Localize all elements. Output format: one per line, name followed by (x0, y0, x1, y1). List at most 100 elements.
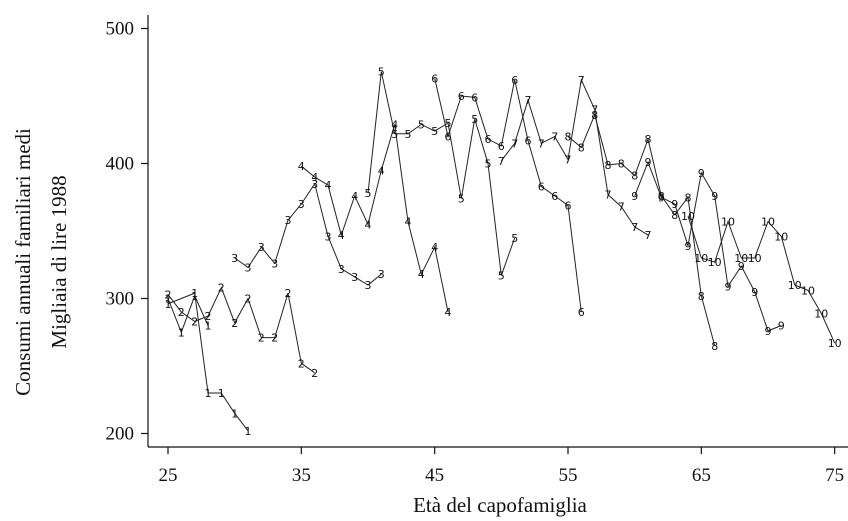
point-marker-cohort-6: 6 (471, 91, 478, 104)
point-marker-cohort-10: 10 (694, 252, 708, 265)
point-marker-cohort-9: 9 (645, 156, 652, 169)
point-marker-cohort-5: 5 (471, 113, 478, 126)
point-marker-cohort-1: 1 (191, 290, 198, 303)
point-marker-cohort-3: 3 (285, 214, 292, 227)
point-marker-cohort-5: 5 (431, 125, 438, 138)
point-marker-cohort-9: 9 (778, 320, 785, 333)
point-marker-cohort-3: 3 (378, 268, 385, 281)
series-line-cohort-4 (300, 124, 449, 313)
point-marker-cohort-8: 8 (698, 290, 705, 303)
point-marker-cohort-10: 10 (828, 337, 842, 350)
point-marker-cohort-7: 7 (618, 201, 625, 214)
point-marker-cohort-9: 9 (698, 167, 705, 180)
x-tick-label: 35 (292, 465, 311, 486)
point-marker-cohort-10: 10 (801, 284, 815, 297)
point-marker-cohort-10: 10 (681, 210, 695, 223)
point-marker-cohort-7: 7 (565, 153, 572, 166)
point-marker-cohort-9: 9 (738, 260, 745, 273)
point-marker-cohort-4: 4 (405, 216, 412, 229)
point-marker-cohort-3: 3 (245, 261, 252, 274)
point-marker-cohort-10: 10 (748, 252, 762, 265)
point-marker-cohort-3: 3 (365, 279, 372, 292)
point-marker-cohort-8: 8 (591, 109, 598, 122)
point-marker-cohort-10: 10 (814, 307, 828, 320)
point-marker-cohort-7: 7 (605, 189, 612, 202)
point-marker-cohort-2: 2 (231, 317, 238, 330)
point-marker-cohort-2: 2 (298, 357, 305, 370)
point-marker-cohort-1: 1 (231, 407, 238, 420)
point-marker-cohort-1: 1 (191, 287, 198, 300)
point-marker-cohort-2: 2 (205, 310, 212, 323)
point-marker-cohort-4: 4 (445, 306, 452, 319)
point-marker-cohort-9: 9 (685, 240, 692, 253)
y-ticks: 200 300 400 500 (106, 19, 148, 445)
series-line-cohort-6 (434, 78, 582, 313)
point-marker-cohort-6: 6 (498, 140, 505, 153)
point-marker-cohort-8: 8 (658, 190, 665, 203)
point-marker-cohort-6: 6 (538, 180, 545, 193)
point-marker-cohort-5: 5 (458, 193, 465, 206)
point-marker-cohort-3: 3 (351, 271, 358, 284)
point-marker-cohort-6: 6 (431, 72, 438, 85)
y-axis-title-line-1: Consumi annuali familiari medi (11, 128, 35, 396)
point-marker-cohort-1: 1 (165, 293, 172, 306)
point-marker-cohort-2: 2 (178, 306, 185, 319)
point-marker-cohort-2: 2 (271, 332, 278, 345)
point-marker-cohort-5: 5 (378, 66, 385, 79)
point-marker-cohort-5: 5 (445, 117, 452, 130)
point-marker-cohort-6: 6 (445, 131, 452, 144)
point-marker-cohort-10: 10 (761, 216, 775, 229)
x-tick-label: 55 (559, 465, 578, 486)
point-marker-cohort-4: 4 (311, 171, 318, 184)
point-marker-cohort-9: 9 (711, 190, 718, 203)
point-marker-cohort-3: 3 (311, 178, 318, 191)
point-marker-cohort-2: 2 (311, 367, 318, 380)
x-axis-title: Età del capofamiglia (413, 493, 587, 517)
point-marker-cohort-8: 8 (578, 141, 585, 154)
point-marker-cohort-7: 7 (525, 94, 532, 107)
series-line-cohort-8 (567, 113, 716, 346)
plot-lines (167, 71, 836, 432)
point-marker-cohort-3: 3 (325, 230, 332, 243)
point-marker-cohort-7: 7 (631, 221, 638, 234)
point-marker-cohort-5: 5 (418, 118, 425, 131)
point-marker-cohort-5: 5 (498, 270, 505, 283)
x-tick-label: 45 (425, 465, 444, 486)
point-marker-cohort-10: 10 (734, 252, 748, 265)
point-marker-cohort-4: 4 (351, 190, 358, 203)
point-marker-cohort-9: 9 (751, 286, 758, 299)
point-marker-cohort-2: 2 (245, 293, 252, 306)
point-marker-cohort-4: 4 (418, 268, 425, 281)
point-marker-cohort-4: 4 (325, 179, 332, 192)
point-marker-cohort-4: 4 (431, 241, 438, 254)
point-marker-cohort-7: 7 (578, 74, 585, 87)
point-marker-cohort-8: 8 (711, 340, 718, 353)
point-marker-cohort-8: 8 (671, 209, 678, 222)
point-marker-cohort-3: 3 (258, 241, 265, 254)
point-marker-cohort-7: 7 (511, 137, 518, 150)
point-marker-cohort-9: 9 (631, 190, 638, 203)
series-line-cohort-2 (167, 286, 315, 374)
point-marker-cohort-3: 3 (271, 257, 278, 270)
point-marker-cohort-3: 3 (298, 198, 305, 211)
y-tick-label: 200 (106, 424, 135, 445)
point-marker-cohort-10: 10 (788, 279, 802, 292)
point-marker-cohort-3: 3 (338, 263, 345, 276)
point-marker-cohort-6: 6 (551, 190, 558, 203)
point-marker-cohort-6: 6 (458, 90, 465, 103)
point-marker-cohort-9: 9 (658, 191, 665, 204)
series-line-cohort-1 (167, 294, 209, 334)
point-marker-cohort-9: 9 (765, 325, 772, 338)
point-marker-cohort-2: 2 (191, 315, 198, 328)
series-line-cohort-10 (687, 215, 836, 344)
point-marker-cohort-8: 8 (565, 131, 572, 144)
point-marker-cohort-4: 4 (391, 118, 398, 131)
point-marker-cohort-4: 4 (298, 160, 305, 173)
point-marker-cohort-10: 10 (721, 216, 735, 229)
point-marker-cohort-7: 7 (591, 104, 598, 117)
y-tick-label: 300 (106, 289, 135, 310)
point-marker-cohort-4: 4 (378, 164, 385, 177)
point-marker-cohort-5: 5 (391, 128, 398, 141)
point-marker-cohort-2: 2 (285, 287, 292, 300)
